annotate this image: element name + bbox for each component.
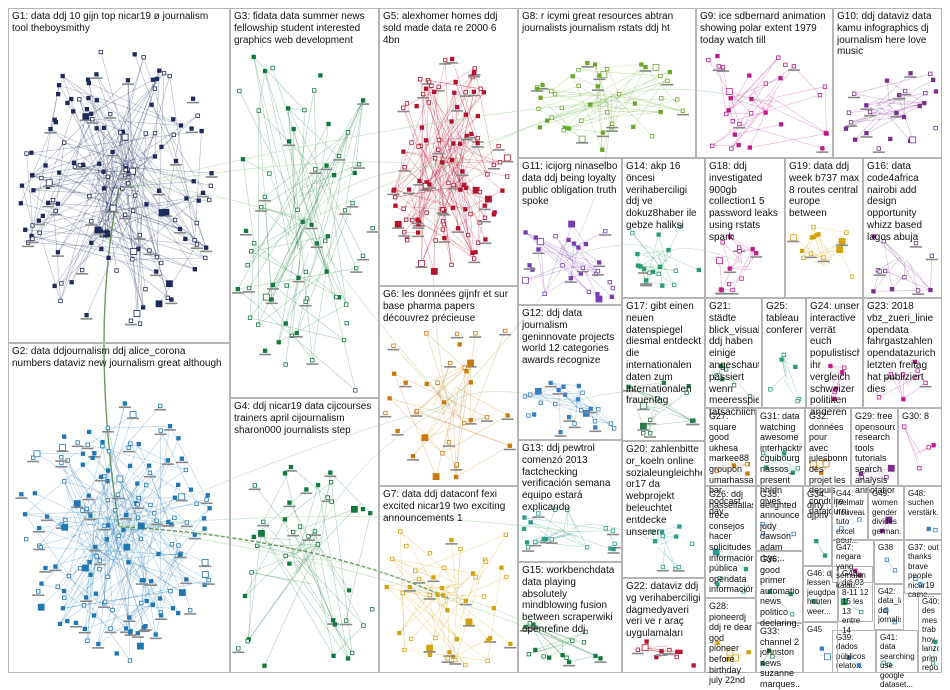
group-box-g12[interactable]: G12: ddj data journalism geninnovate pro… (518, 305, 622, 440)
group-label: G24: unser interactive verrät euch popul… (810, 301, 860, 419)
group-box-g22[interactable]: G22: dataviz ddj vg verihaberciligi dagm… (622, 578, 705, 673)
group-box-g2[interactable]: G2: data ddjournalism ddj alice_corona n… (8, 343, 230, 673)
group-box-g35[interactable]: G35: delighted announce judy dawson adam… (756, 486, 803, 551)
group-label: G10: ddj dataviz data kamu infographics … (837, 11, 939, 58)
group-box-g13[interactable]: G13: ddj pewtrol comenzó 2013 factchecki… (518, 440, 622, 562)
group-box-g11[interactable]: G11: icijorg ninaselbo data ddj being lo… (518, 158, 622, 305)
group-box-g38[interactable]: G38 (874, 540, 904, 584)
group-label: G20: zahlenbitte or_koeln online soziale… (626, 444, 702, 538)
group-label: G46: dj lessen jeugdpas houten weer... (807, 569, 835, 616)
group-label: G45 (807, 625, 835, 634)
group-label: G11: icijorg ninaselbo data ddj being lo… (522, 161, 619, 208)
group-label: G19: data ddj week b737 max 8 routes cen… (789, 161, 860, 220)
group-label: G21: städte blick_visual ddj haben einig… (709, 301, 759, 419)
group-box-g10[interactable]: G10: ddj dataviz data kamu infographics … (833, 8, 942, 158)
group-label: G25: tableau conference (766, 301, 803, 336)
group-label: G3: fidata data summer news fellowship s… (234, 11, 376, 46)
group-box-g39[interactable]: G39: dados públicos relato... (832, 630, 876, 673)
group-box-g37[interactable]: G37: out thanks brave people nicar19 cam… (904, 540, 942, 594)
group-label: G8: r icymi great resources abtran journ… (522, 11, 693, 35)
group-box-g41[interactable]: G41: data searching use google dataset..… (876, 630, 918, 673)
group-label: G26: ddj hasselfallas trece consejos hac… (709, 489, 753, 595)
group-label: G13: ddj pewtrol comenzó 2013 factchecki… (522, 443, 619, 514)
group-box-g15[interactable]: G15: workbenchdata data playing absolute… (518, 562, 622, 673)
group-box-g18[interactable]: G18: ddj investigated 900gb collection1 … (705, 158, 785, 298)
group-box-g34[interactable]: G34: dirty djprivet... (803, 486, 832, 566)
group-box-g23[interactable]: G23: 2018 vbz_zueri_linie opendata fahrg… (863, 298, 942, 408)
group-label: G15: workbenchdata data playing absolute… (522, 565, 619, 636)
group-label: G5: alexhomer homes ddj sold made data r… (383, 11, 515, 46)
group-box-g19[interactable]: G19: data ddj week b737 max 8 routes cen… (785, 158, 863, 298)
group-label: G16: data code4africa nairobi add design… (867, 161, 939, 244)
group-box-g8[interactable]: G8: r icymi great resources abtran journ… (518, 8, 696, 158)
group-box-g21[interactable]: G21: städte blick_visual ddj haben einig… (705, 298, 762, 408)
group-box-g24[interactable]: G24: unser interactive verrät euch popul… (806, 298, 863, 408)
group-label: G48: suchen verstärk... (908, 489, 939, 517)
group-label: G39: dados públicos relato... (836, 633, 873, 671)
group-label: G23: 2018 vbz_zueri_linie opendata fahrg… (867, 301, 939, 395)
group-label: G17: gibt einen neuen datenspiegel diesm… (626, 301, 702, 407)
group-label: G22: dataviz ddj vg verihaberciligi dagm… (626, 581, 702, 640)
group-box-g29[interactable]: G29: free opensource research tools tuto… (851, 408, 898, 486)
group-box-g31[interactable]: G31: data watching awesome interhacktiv … (756, 408, 805, 486)
group-label: G12: ddj data journalism geninnovate pro… (522, 308, 619, 367)
group-box-g48[interactable]: G48: suchen verstärk... (904, 486, 942, 540)
group-box-g28[interactable]: G28: pioneerdj ddj re dear god pioneer b… (705, 598, 756, 673)
group-box-g49[interactable]: G49: women gender divides german... (868, 486, 904, 540)
group-box-g26[interactable]: G26: ddj hasselfallas trece consejos hac… (705, 486, 756, 598)
group-label: G7: data ddj dataconf fexi excited nicar… (383, 489, 515, 524)
group-label: G40: des mes trab hoy lanzo prim repo... (922, 597, 939, 673)
group-label: G37: out thanks brave people nicar19 cam… (908, 543, 939, 600)
group-box-g33[interactable]: G33: channel 2 johnston news suzanne mar… (756, 623, 803, 673)
group-box-g6[interactable]: G6: les données gijnfr et sur base pharm… (379, 286, 518, 486)
group-box-g1[interactable]: G1: data ddj 10 gijn top nicar19 ø journ… (8, 8, 230, 343)
group-box-g7[interactable]: G7: data ddj dataconf fexi excited nicar… (379, 486, 518, 673)
group-box-g20[interactable]: G20: zahlenbitte or_koeln online soziale… (622, 441, 705, 578)
group-label: G42: data_labe ddj jornalismo... (878, 587, 901, 625)
group-label: G44: joelmatri nouveau tuto excel pour..… (836, 489, 865, 546)
group-box-g3[interactable]: G3: fidata data summer news fellowship s… (230, 8, 379, 398)
group-label: G38 (878, 543, 901, 552)
group-box-g42[interactable]: G42: data_labe ddj jornalismo... (874, 584, 904, 630)
group-box-g5[interactable]: G5: alexhomer homes ddj sold made data r… (379, 8, 518, 286)
group-label: G9: ice sdbernard animation showing pola… (700, 11, 830, 46)
group-label: G29: free opensource research tools tuto… (855, 411, 895, 496)
group-box-g14[interactable]: G14: akp 16 öncesi verihaberciligi ddj v… (622, 158, 705, 298)
group-label: G34: dirty djprivet... (807, 489, 829, 521)
group-box-g44[interactable]: G44: joelmatri nouveau tuto excel pour..… (832, 486, 868, 540)
group-label: G30: 8 (902, 411, 939, 422)
group-box-g27[interactable]: G27: square good ukhesa markee88 groupon… (705, 408, 756, 486)
group-box-g40[interactable]: G40: des mes trab hoy lanzo prim repo... (918, 594, 942, 673)
group-box-g17[interactable]: G17: gibt einen neuen datenspiegel diesm… (622, 298, 705, 441)
group-box-g45[interactable]: G45 (803, 622, 838, 673)
group-label: G18: ddj investigated 900gb collection1 … (709, 161, 782, 244)
group-box-g25[interactable]: G25: tableau conference (762, 298, 806, 408)
group-label: G1: data ddj 10 gijn top nicar19 ø journ… (12, 11, 227, 35)
group-label: G49: women gender divides german... (872, 489, 901, 536)
group-box-g16[interactable]: G16: data code4africa nairobi add design… (863, 158, 942, 298)
group-label: G4: ddj nicar19 data cijcourses trainers… (234, 401, 376, 436)
group-box-g32[interactable]: G32: données pour avec julesbonnard des … (805, 408, 851, 486)
group-box-g9[interactable]: G9: ice sdbernard animation showing pola… (696, 8, 833, 158)
group-box-g47[interactable]: G47: negara yang semakin kalau... (832, 540, 874, 583)
group-label: G2: data ddjournalism ddj alice_corona n… (12, 346, 227, 370)
group-box-g4[interactable]: G4: ddj nicar19 data cijcourses trainers… (230, 398, 379, 673)
group-label: G14: akp 16 öncesi verihaberciligi ddj v… (626, 161, 702, 232)
group-box-g30[interactable]: G30: 8 (898, 408, 942, 486)
group-label: G6: les données gijnfr et sur base pharm… (383, 289, 515, 324)
